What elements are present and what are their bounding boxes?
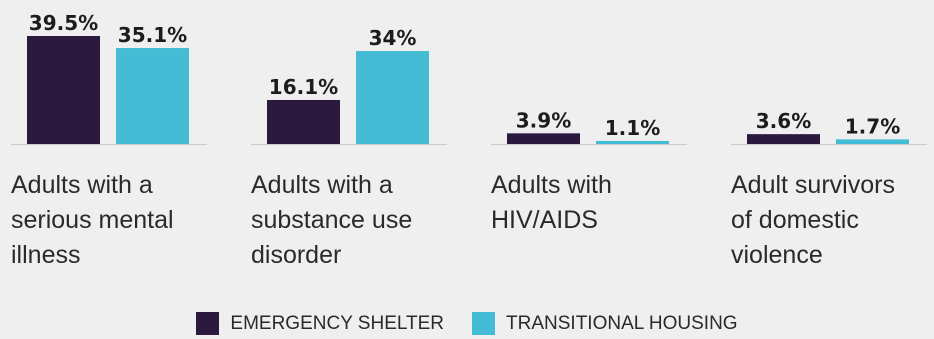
category-label-line: illness <box>11 241 81 269</box>
category-label-line: Adults with a <box>251 171 393 199</box>
bar-transitional-housing-adult-survivors-of-domestic-violence <box>836 139 909 144</box>
legend-item-emergency-shelter: EMERGENCY SHELTER <box>196 312 444 335</box>
category-label-line: Adult survivors <box>731 171 895 199</box>
category-label-line: disorder <box>251 241 342 269</box>
bar-emergency-shelter-adult-survivors-of-domestic-violence <box>747 134 820 144</box>
bar-emergency-shelter-adults-with-a-serious-mental-illness <box>27 36 100 144</box>
data-label-emergency-shelter-adults-with-a-serious-mental-illness: 39.5% <box>29 11 98 35</box>
bar-emergency-shelter-adults-with-a-substance-use-disorder <box>267 99 340 144</box>
data-label-emergency-shelter-adult-survivors-of-domestic-violence: 3.6% <box>756 109 811 133</box>
legend-swatch-emergency-shelter <box>196 312 220 335</box>
category-label-adults-with-hiv-aids: Adults with HIV/AIDS <box>491 168 711 238</box>
bar-transitional-housing-adults-with-hiv-aids <box>596 140 669 144</box>
legend-label-emergency-shelter: EMERGENCY SHELTER <box>230 312 445 334</box>
legend-swatch-transitional-housing <box>472 312 496 335</box>
category-label-adults-with-a-substance-use-disorder: Adults with a substance use disorder <box>251 168 471 273</box>
category-label-line: serious mental <box>11 206 174 234</box>
chart-plot-area: 39.5% 35.1% 16.1% 34% 3.9% 1.1% 3.6% 1.7% <box>11 11 927 145</box>
data-label-transitional-housing-adults-with-a-serious-mental-illness: 35.1% <box>118 23 187 47</box>
legend-item-transitional-housing: TRANSITIONAL HOUSING <box>472 312 738 335</box>
category-label-line: Adults with <box>491 171 612 199</box>
category-label-line: Adults with a <box>11 171 153 199</box>
category-label-line: violence <box>731 241 823 269</box>
category-label-line: substance use <box>251 206 413 234</box>
category-label-line: of domestic <box>731 206 859 234</box>
data-label-transitional-housing-adults-with-a-substance-use-disorder: 34% <box>369 26 417 50</box>
data-label-transitional-housing-adults-with-hiv-aids: 1.1% <box>605 116 660 140</box>
bar-transitional-housing-adults-with-a-substance-use-disorder <box>356 51 429 144</box>
legend-label-transitional-housing: TRANSITIONAL HOUSING <box>506 312 738 334</box>
bar-emergency-shelter-adults-with-hiv-aids <box>507 133 580 144</box>
legend: EMERGENCY SHELTER TRANSITIONAL HOUSING <box>0 312 934 335</box>
bar-transitional-housing-adults-with-a-serious-mental-illness <box>116 48 189 144</box>
category-label-adult-survivors-of-domestic-violence: Adult survivors of domestic violence <box>731 168 934 273</box>
data-label-emergency-shelter-adults-with-a-substance-use-disorder: 16.1% <box>269 75 338 99</box>
category-label-line: HIV/AIDS <box>491 206 598 234</box>
data-label-transitional-housing-adult-survivors-of-domestic-violence: 1.7% <box>845 114 900 138</box>
category-label-adults-with-a-serious-mental-illness: Adults with a serious mental illness <box>11 168 231 273</box>
data-label-emergency-shelter-adults-with-hiv-aids: 3.9% <box>516 108 571 132</box>
